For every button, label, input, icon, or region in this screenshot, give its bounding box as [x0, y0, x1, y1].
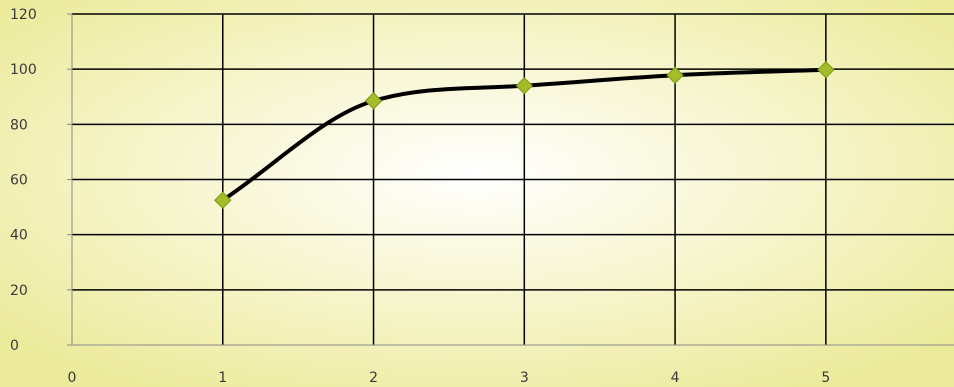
y-tick-label-20: 20: [10, 283, 28, 299]
x-tick-label-3: 3: [520, 370, 529, 386]
y-tick-label-80: 80: [10, 117, 28, 133]
y-tick-label-100: 100: [10, 62, 37, 78]
data-point-3: [515, 77, 534, 95]
series: [214, 61, 835, 209]
y-tick-label-60: 60: [10, 173, 28, 189]
data-point-5: [817, 61, 835, 79]
x-tick-label-1: 1: [218, 370, 227, 386]
tick-labels: 0 20 40 60 80 100 120 0 1 2 3 4 5: [10, 7, 830, 386]
data-point-2: [364, 92, 383, 110]
data-point-4: [666, 66, 684, 84]
axes: [67, 13, 954, 346]
x-tick-label-2: 2: [369, 370, 378, 386]
data-point-1: [214, 191, 232, 209]
y-tick-label-40: 40: [10, 228, 28, 244]
x-tick-label-4: 4: [671, 370, 680, 386]
x-tick-label-0: 0: [68, 370, 77, 386]
y-tick-label-120: 120: [10, 7, 37, 23]
y-tick-label-0: 0: [10, 338, 19, 354]
x-tick-label-5: 5: [821, 370, 830, 386]
